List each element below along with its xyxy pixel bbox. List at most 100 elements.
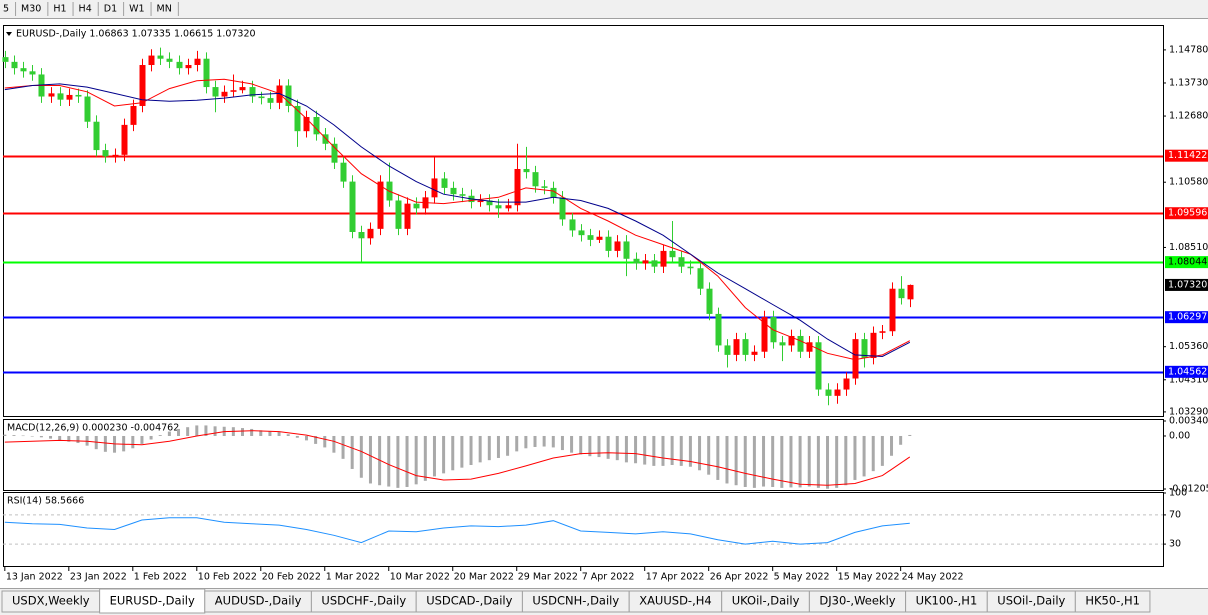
candle-body — [605, 236, 612, 251]
tab-label[interactable]: AUDUSD-,Daily — [215, 594, 302, 608]
candle-body — [514, 168, 521, 206]
tab-label[interactable]: XAUUSD-,H4 — [639, 594, 712, 608]
macd-bar — [12, 435, 16, 436]
tab-label[interactable]: USDCHF-,Daily — [321, 594, 406, 608]
candle-body — [797, 335, 804, 352]
macd-bar — [771, 435, 775, 487]
candle-body — [377, 181, 384, 229]
macd-bar — [405, 435, 409, 487]
tab-label[interactable]: USDCAD-,Daily — [426, 594, 512, 608]
tab-label[interactable]: DJ30-,Weekly — [819, 594, 895, 608]
candle-body — [550, 187, 557, 198]
macd-bar — [140, 435, 144, 444]
tab-label[interactable]: EURUSD-,Daily — [110, 594, 195, 608]
candle-body — [139, 65, 146, 106]
level-label: 1.04562 — [1168, 366, 1207, 377]
level-label-box — [1165, 365, 1208, 378]
candle-body — [569, 219, 576, 231]
timeframe-button[interactable]: H4 — [79, 4, 92, 15]
candle-body — [221, 91, 228, 97]
tab-label[interactable]: USDCNH-,Daily — [532, 594, 619, 608]
tab[interactable] — [1074, 590, 1151, 613]
candle-body — [779, 342, 786, 346]
macd-bar — [478, 435, 482, 463]
timeframe-button[interactable]: H1 — [53, 4, 66, 15]
timeframe-button[interactable]: M30 — [21, 4, 41, 15]
macd-bar — [158, 435, 162, 436]
candle-body — [249, 87, 256, 97]
timeframe-button[interactable]: MN — [157, 4, 172, 15]
macd-bar — [880, 435, 884, 466]
macd-bar — [524, 435, 528, 449]
candle-body — [907, 284, 914, 300]
macd-bar — [560, 435, 564, 451]
macd-bar — [542, 435, 546, 447]
tab[interactable] — [99, 588, 206, 614]
macd-bar — [195, 425, 199, 436]
macd-bar — [487, 435, 491, 461]
tab-label[interactable]: USDX,Weekly — [12, 594, 90, 608]
x-tick-label: 23 Jan 2022 — [70, 572, 127, 583]
macd-bar — [688, 435, 692, 467]
candle-body — [751, 351, 758, 355]
level-label-box — [1165, 149, 1208, 162]
macd-bar — [451, 435, 455, 471]
macd-bar — [615, 435, 619, 461]
candle-body — [84, 96, 91, 122]
macd-bar — [762, 435, 766, 487]
macd-bar — [396, 435, 400, 488]
candle-body — [678, 257, 685, 267]
candle-body — [294, 105, 301, 132]
tab-label[interactable]: HK50-,H1 — [1085, 594, 1140, 608]
tab-label[interactable]: UKOil-,Daily — [732, 594, 800, 608]
x-tick-label: 1 Feb 2022 — [134, 572, 187, 583]
macd-title: MACD(12,26,9) 0.000230 -0.004762 — [7, 423, 179, 434]
candle-body — [258, 96, 265, 99]
macd-bar — [341, 435, 345, 459]
candle-body — [322, 134, 329, 144]
level-label: 1.06297 — [1168, 312, 1207, 323]
main-panel — [3, 25, 1164, 417]
macd-bar — [432, 435, 436, 477]
title-arrow — [6, 32, 12, 36]
macd-bar — [167, 431, 171, 436]
candle-body — [633, 258, 640, 264]
candle-body — [29, 71, 36, 75]
macd-bar — [58, 435, 62, 441]
candle-body — [669, 250, 676, 258]
candle-body — [861, 339, 868, 359]
macd-bar — [259, 430, 263, 436]
y-tick-label: -0.012058 — [1169, 484, 1208, 495]
x-tick-label: 10 Mar 2022 — [390, 572, 450, 583]
candle-body — [121, 124, 128, 155]
y-tick-label: 1.12680 — [1169, 111, 1208, 122]
macd-bar — [3, 434, 7, 436]
candle-body — [166, 58, 173, 62]
timeframe-button[interactable]: 5 — [3, 4, 9, 15]
macd-bar — [460, 435, 464, 468]
candle-body — [505, 205, 512, 209]
timeframe-button[interactable]: D1 — [104, 4, 117, 15]
macd-bar — [186, 427, 190, 436]
candle-body — [587, 235, 594, 240]
macd-bar — [789, 435, 793, 488]
macd-bar — [323, 435, 327, 448]
tab-label[interactable]: USOil-,Daily — [997, 594, 1065, 608]
x-tick-label: 13 Jan 2022 — [6, 572, 63, 583]
candle-body — [889, 288, 896, 332]
candle-body — [20, 68, 27, 72]
macd-bar — [533, 435, 537, 447]
macd-bar — [679, 435, 683, 466]
candle-body — [742, 339, 749, 355]
macd-bar — [716, 435, 720, 480]
tab-label[interactable]: UK100-,H1 — [916, 594, 978, 608]
candle-body — [349, 181, 356, 232]
candle-body — [267, 98, 274, 103]
y-tick-label: 100 — [1169, 488, 1187, 499]
timeframe-button[interactable]: W1 — [129, 4, 144, 15]
macd-bar — [588, 435, 592, 457]
y-tick-label: 1.10580 — [1169, 177, 1208, 188]
macd-bar — [899, 435, 903, 445]
macd-bar — [240, 428, 244, 436]
candle-body — [11, 61, 18, 69]
